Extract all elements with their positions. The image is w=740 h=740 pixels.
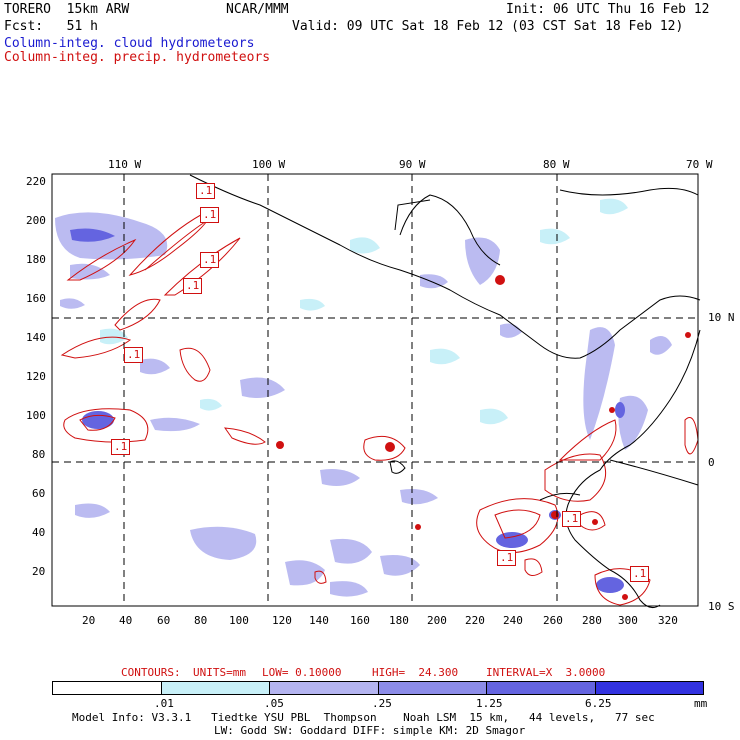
x-tick: 180 [389, 614, 409, 627]
y-tick: 220 [26, 175, 46, 188]
colorbar-tick: 1.25 [476, 697, 503, 710]
contour-label: .1 [497, 550, 517, 566]
y-tick: 20 [32, 565, 46, 578]
contour-label: .1 [183, 278, 203, 294]
lon-label: 80 W [543, 158, 570, 171]
y-tick: 200 [26, 214, 46, 227]
contour-interval: INTERVAL=X 3.0000 [486, 666, 606, 679]
colorbar-bin [595, 682, 703, 694]
contour-info-label: CONTOURS: [121, 666, 181, 679]
x-tick: 160 [350, 614, 370, 627]
y-tick: 180 [26, 253, 46, 266]
x-tick: 40 [119, 614, 133, 627]
x-tick: 80 [194, 614, 208, 627]
y-tick: 140 [26, 331, 46, 344]
cloud-shading-light [100, 198, 628, 425]
lat-label: 10 N [708, 311, 735, 324]
colorbar-bin [53, 682, 162, 694]
graticule [52, 174, 698, 606]
cloud-shading [55, 212, 672, 597]
contour-label: .1 [630, 566, 650, 582]
colorbar-bin [378, 682, 487, 694]
lon-label: 110 W [108, 158, 142, 171]
lat-label: 0 [708, 456, 715, 469]
contour-label: .1 [196, 183, 216, 199]
y-tick: 100 [26, 409, 46, 422]
org-label: NCAR/MMM [226, 2, 289, 17]
model-info: Model Info: V3.3.1 Tiedtke YSU PBL Thomp… [72, 711, 655, 724]
map-frame [51, 173, 699, 607]
x-tick: 120 [272, 614, 292, 627]
forecast-hour: Fcst: 51 h [4, 19, 98, 34]
init-time: Init: 06 UTC Thu 16 Feb 12 [506, 2, 710, 17]
cloud-shading-dark [70, 228, 625, 593]
x-tick: 240 [503, 614, 523, 627]
contour-high: HIGH= 24.300 [372, 666, 459, 679]
lon-label: 70 W [686, 158, 713, 171]
colorbar-bin [161, 682, 270, 694]
contour-low: LOW= 0.10000 [262, 666, 342, 679]
y-tick: 60 [32, 487, 46, 500]
colorbar-tick: .25 [372, 697, 392, 710]
colorbar [52, 681, 704, 695]
colorbar-unit: mm [694, 697, 708, 710]
y-tick: 80 [32, 448, 46, 461]
y-tick: 120 [26, 370, 46, 383]
colorbar-bin [270, 682, 379, 694]
x-tick: 300 [618, 614, 638, 627]
contour-label: .1 [562, 511, 582, 527]
valid-time: Valid: 09 UTC Sat 18 Feb 12 (03 CST Sat … [292, 19, 684, 34]
colorbar-tick: .01 [154, 697, 174, 710]
contour-label: .1 [111, 439, 131, 455]
precip-contours [60, 209, 699, 606]
x-tick: 320 [658, 614, 678, 627]
x-tick: 60 [157, 614, 171, 627]
colorbar-bin [487, 682, 596, 694]
colorbar-tick: 6.25 [585, 697, 612, 710]
x-tick: 20 [82, 614, 96, 627]
precip-cores [276, 275, 691, 600]
model-title: TORERO 15km ARW [4, 2, 130, 17]
lat-label: 10 S [708, 600, 735, 613]
field-cloud-label: Column-integ. cloud hydrometeors [4, 36, 255, 51]
x-tick: 140 [309, 614, 329, 627]
x-tick: 220 [465, 614, 485, 627]
contour-label: .1 [124, 347, 144, 363]
contour-label: .1 [200, 207, 220, 223]
x-tick: 200 [427, 614, 447, 627]
contour-units: UNITS=mm [193, 666, 246, 679]
model-physics: LW: Godd SW: Goddard DIFF: simple KM: 2D… [214, 724, 526, 737]
coastlines [189, 174, 701, 609]
lon-label: 100 W [252, 158, 286, 171]
y-tick: 160 [26, 292, 46, 305]
x-tick: 260 [543, 614, 563, 627]
field-precip-label: Column-integ. precip. hydrometeors [4, 50, 271, 65]
colorbar-tick: .05 [264, 697, 284, 710]
y-tick: 40 [32, 526, 46, 539]
lon-label: 90 W [399, 158, 426, 171]
x-tick: 100 [229, 614, 249, 627]
contour-label: .1 [200, 252, 220, 268]
x-tick: 280 [582, 614, 602, 627]
